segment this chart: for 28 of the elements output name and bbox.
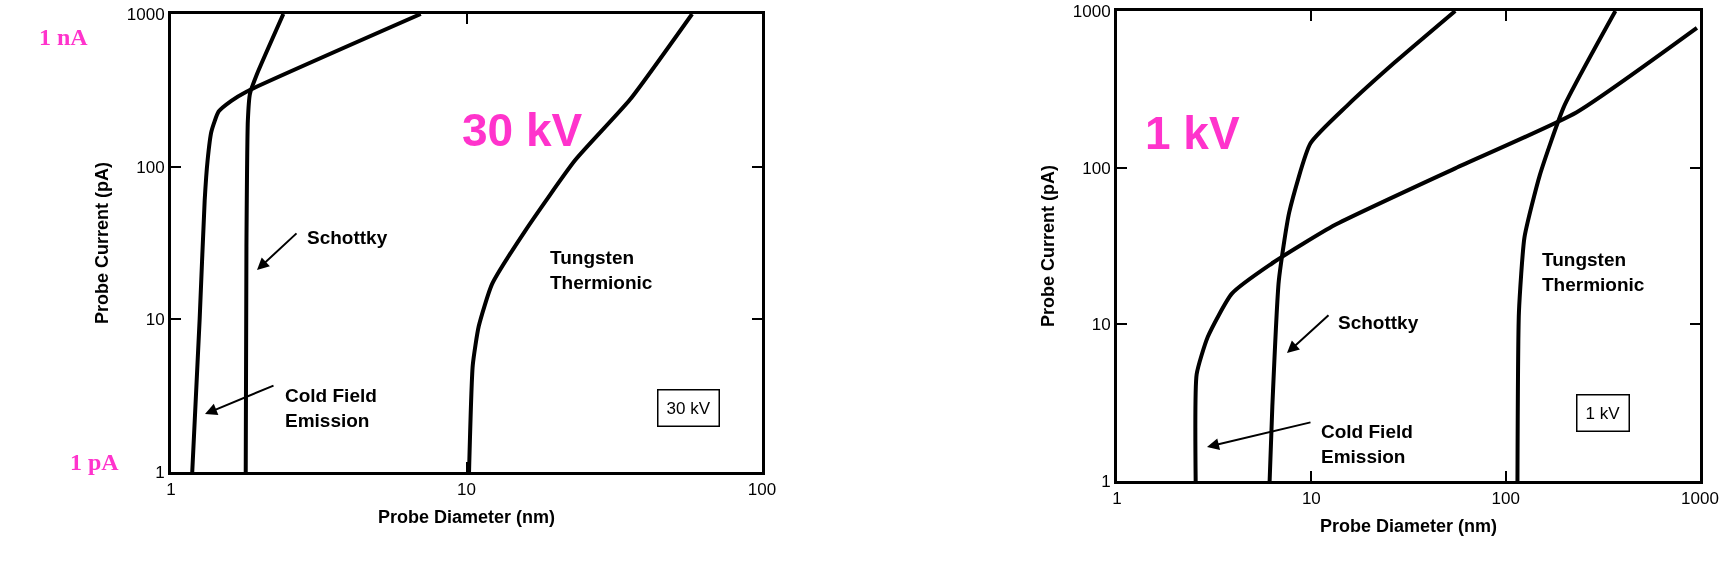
y-axis-title: Probe Current (pA) [1037,164,1058,327]
text: 1 nA [39,24,89,50]
annotation: Cold Field Emission [285,385,377,431]
x-tick-label: 100 [1491,489,1520,509]
text: 1 pA [70,449,120,475]
y-tick-label: 1 [155,462,165,482]
annotation: 30 kV [666,398,711,418]
x-tick-label: 10 [1301,489,1321,509]
annotation: Tungsten Thermionic [550,247,653,293]
x-tick-label: 100 [747,480,777,500]
annotation: 30 kV [462,104,583,156]
x-axis-title: Probe Diameter (nm) [377,506,556,527]
y-tick-label: 1000 [126,4,165,24]
annotation: Schottky [307,227,388,248]
annotation: 1 kV [1585,403,1621,423]
annotation: Tungsten Thermionic [1542,249,1645,295]
y-tick-label: 10 [1091,315,1111,335]
annotation: 1 kV [1145,107,1240,159]
y-tick-label: 1000 [1072,1,1111,21]
y-tick-label: 100 [136,157,165,177]
x-tick-label: 10 [457,480,476,500]
x-tick-label: 1000 [1681,489,1719,509]
x-axis-title: Probe Diameter (nm) [1319,515,1498,536]
annotation: Cold Field Emission [1321,421,1413,467]
annotation: Schottky [1338,312,1419,333]
y-axis-title: Probe Current (pA) [91,161,112,324]
y-tick-label: 10 [145,310,165,330]
y-tick-label: 100 [1082,158,1111,178]
